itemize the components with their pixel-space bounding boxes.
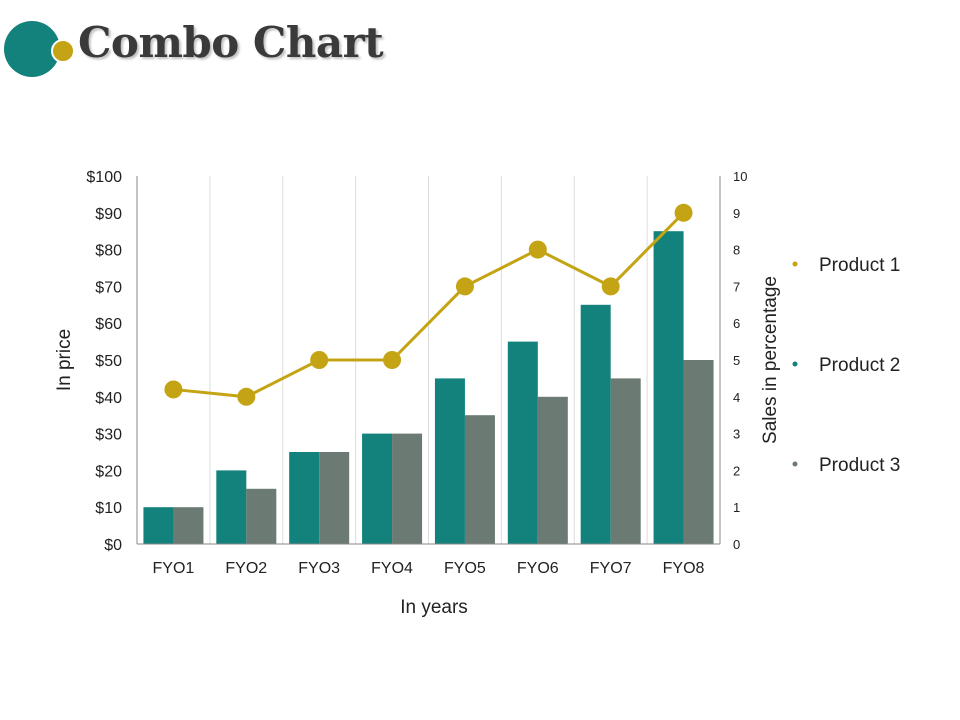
bar-product-3: [173, 507, 204, 544]
y2-tick-label: 9: [733, 206, 740, 221]
x-tick-label: FYO4: [371, 560, 413, 577]
bar-product-3: [683, 360, 714, 544]
header: Combo Chart: [0, 0, 960, 100]
bar-product-2: [434, 378, 465, 544]
y-axis-title: In price: [54, 329, 75, 391]
point-product-1: [383, 351, 402, 369]
y-tick-label: $90: [95, 206, 122, 223]
x-tick-label: FYO6: [517, 560, 559, 577]
x-tick-label: FYO5: [444, 560, 486, 577]
x-tick-label: FYO1: [153, 560, 195, 577]
y-tick-label: $60: [95, 316, 122, 333]
bar-product-2: [362, 433, 393, 544]
bar-product-2: [507, 341, 538, 544]
y2-axis-title: Sales in percentage: [760, 276, 781, 444]
y2-tick-label: 3: [733, 427, 740, 442]
legend-marker-product-2: [792, 361, 798, 367]
y2-tick-label: 6: [733, 316, 740, 331]
y-tick-label: $10: [95, 500, 122, 517]
page-title: Combo Chart: [78, 18, 384, 67]
bar-product-2: [653, 231, 684, 544]
y2-tick-label: 1: [733, 500, 740, 515]
y2-tick-label: 8: [733, 243, 740, 258]
y-tick-label: $80: [95, 243, 122, 260]
bar-product-3: [246, 488, 277, 544]
decorative-circle-large: [4, 21, 60, 77]
x-axis-title: In years: [400, 597, 468, 618]
legend-label-product-1: Product 1: [819, 255, 900, 276]
decorative-circle-small: [51, 39, 75, 63]
y2-tick-label: 2: [733, 463, 740, 478]
point-product-1: [455, 277, 474, 296]
y2-tick-label: 5: [733, 353, 740, 368]
y2-tick-label: 0: [733, 537, 740, 552]
y-tick-label: $20: [95, 463, 122, 480]
bar-product-3: [319, 452, 350, 544]
point-product-1: [601, 277, 620, 296]
bar-product-3: [464, 415, 495, 544]
y-tick-label: $40: [95, 390, 122, 407]
y-tick-label: $50: [95, 353, 122, 370]
y2-tick-label: 4: [733, 390, 740, 405]
y-tick-label: $100: [86, 169, 122, 186]
x-tick-label: FYO2: [225, 560, 267, 577]
bar-product-3: [610, 378, 641, 544]
x-tick-label: FYO3: [298, 560, 340, 577]
bar-product-3: [392, 433, 423, 544]
bar-product-2: [580, 304, 611, 544]
y2-tick-label: 7: [733, 279, 740, 294]
legend-marker-product-3: [792, 461, 798, 467]
point-product-1: [237, 387, 256, 406]
legend-marker-product-1: [792, 261, 798, 267]
point-product-1: [528, 240, 547, 259]
bar-product-2: [143, 507, 174, 544]
bar-product-2: [289, 452, 320, 544]
legend-label-product-3: Product 3: [819, 455, 900, 476]
bar-product-2: [216, 470, 247, 544]
point-product-1: [164, 380, 183, 399]
y-tick-label: $30: [95, 427, 122, 444]
x-tick-label: FYO8: [663, 560, 705, 577]
bar-product-3: [537, 396, 568, 544]
y-tick-label: $70: [95, 279, 122, 296]
x-tick-label: FYO7: [590, 560, 632, 577]
y2-tick-label: 10: [733, 169, 747, 184]
legend-label-product-2: Product 2: [819, 355, 900, 376]
point-product-1: [310, 351, 329, 369]
y-tick-label: $0: [104, 537, 122, 554]
line-product-1: [173, 211, 685, 399]
point-product-1: [674, 203, 693, 222]
